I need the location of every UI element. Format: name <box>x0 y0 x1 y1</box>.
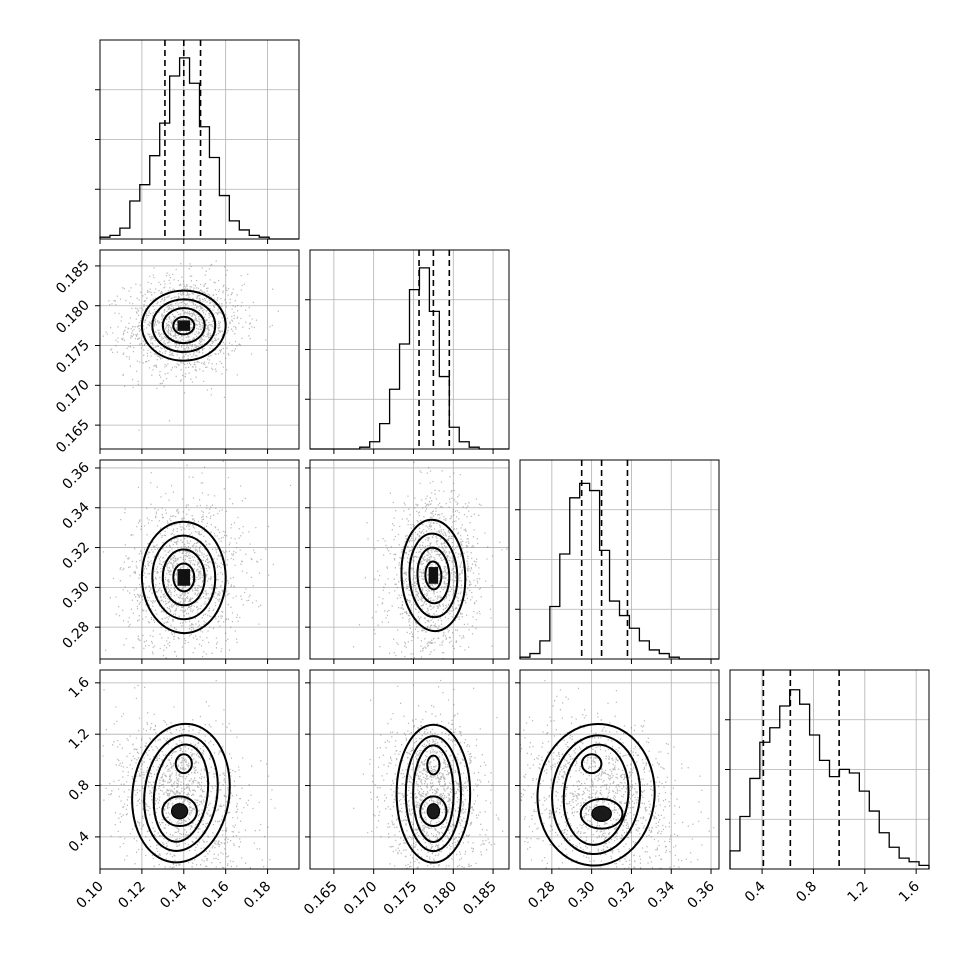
xtick-label-2-1: 0.30 <box>565 879 598 912</box>
contour-1 <box>143 734 219 852</box>
xtick-label-1-2: 0.175 <box>381 879 421 919</box>
hist-panel-0 <box>95 39 300 244</box>
contour-1 <box>151 298 217 353</box>
ytick-label-1-2: 0.175 <box>53 337 93 377</box>
ytick-label-1-4: 0.185 <box>53 257 93 297</box>
contour-core-low <box>161 795 198 828</box>
xtick-label-3-3: 1.6 <box>896 878 923 905</box>
ytick-label-2-3: 0.34 <box>59 499 92 532</box>
ytick-label-3-2: 1.2 <box>66 726 93 753</box>
xtick-label-0-4: 0.18 <box>241 879 274 912</box>
contour-2 <box>562 743 630 846</box>
xtick-label-0-3: 0.16 <box>199 878 232 911</box>
xtick-label-1-4: 0.185 <box>460 879 500 919</box>
contour-core-low <box>419 795 448 828</box>
xtick-label-0-2: 0.14 <box>157 878 190 911</box>
contour-core-low <box>579 797 624 830</box>
contour-core-high <box>580 753 603 775</box>
scatter-points <box>102 460 292 659</box>
pair-frame-3-2 <box>519 669 720 870</box>
xtick-label-2-2: 0.32 <box>605 879 638 912</box>
histogram-step-3 <box>729 689 930 869</box>
pair-panel-3-1 <box>305 669 510 874</box>
contour-2 <box>152 743 210 843</box>
pair-frame-2-1 <box>309 459 510 660</box>
pair-panel-3-2 <box>515 669 720 874</box>
xtick-label-2-0: 0.28 <box>525 879 558 912</box>
ytick-label-1-0: 0.165 <box>53 417 93 457</box>
pair-panel-1-0 <box>95 249 300 454</box>
xtick-label-1-3: 0.180 <box>420 879 460 919</box>
ytick-label-3-1: 0.8 <box>66 777 93 804</box>
contour-1 <box>151 534 217 621</box>
pair-panel-3-0 <box>95 669 300 874</box>
contour-3 <box>172 562 196 593</box>
contour-1 <box>404 735 462 853</box>
contour-core-high <box>174 753 193 775</box>
contour-0 <box>400 518 467 633</box>
xtick-label-3-0: 0.4 <box>742 878 769 905</box>
ytick-label-1-3: 0.180 <box>53 297 93 337</box>
density-peak <box>428 567 439 584</box>
ytick-label-1-1: 0.170 <box>53 377 93 417</box>
hist-frame-0 <box>99 39 300 240</box>
xtick-label-2-3: 0.34 <box>645 878 678 911</box>
density-peak <box>177 320 191 331</box>
histogram-step-0 <box>99 57 299 240</box>
xtick-label-3-1: 0.8 <box>793 879 820 906</box>
contour-0 <box>140 520 227 635</box>
pair-frame-1-0 <box>99 249 300 450</box>
ytick-label-2-2: 0.32 <box>59 539 92 572</box>
contour-1 <box>408 532 459 619</box>
histogram-step-1 <box>310 267 509 450</box>
pair-frame-2-0 <box>99 459 300 660</box>
pair-panel-2-0 <box>95 459 300 664</box>
ytick-label-2-0: 0.28 <box>59 619 92 652</box>
density-peak <box>177 569 191 586</box>
xtick-label-2-4: 0.36 <box>685 878 718 911</box>
contour-0 <box>140 289 227 362</box>
density-peak-low <box>591 805 612 822</box>
pair-frame-3-1 <box>309 669 510 870</box>
contour-2 <box>161 307 206 345</box>
pair-frame-3-0 <box>99 669 300 870</box>
hist-panel-2 <box>515 459 720 664</box>
histogram-step-2 <box>519 482 719 660</box>
xtick-label-0-0: 0.10 <box>73 879 106 912</box>
xtick-label-3-2: 1.2 <box>845 879 872 906</box>
contour-2 <box>416 546 451 605</box>
hist-frame-3 <box>729 669 930 870</box>
hist-frame-2 <box>519 459 720 660</box>
density-peak-low <box>426 803 441 820</box>
contour-core-high <box>426 754 441 776</box>
density-peak-low <box>170 803 189 820</box>
contour-2 <box>412 744 455 843</box>
hist-frame-1 <box>309 249 510 450</box>
ytick-label-3-3: 1.6 <box>66 674 93 701</box>
pair-panel-2-1 <box>305 459 510 664</box>
xtick-label-1-1: 0.170 <box>341 879 381 919</box>
contour-0 <box>395 723 472 864</box>
ytick-label-3-0: 0.4 <box>66 828 93 855</box>
ytick-label-2-1: 0.30 <box>59 579 92 612</box>
contour-2 <box>161 548 206 607</box>
contour-0 <box>131 722 231 864</box>
hist-panel-3 <box>725 669 930 874</box>
xtick-label-1-0: 0.165 <box>301 879 341 919</box>
xtick-label-0-1: 0.12 <box>115 879 148 912</box>
ytick-label-2-4: 0.36 <box>59 459 92 492</box>
contour-1 <box>551 734 642 856</box>
scatter-points <box>102 260 279 431</box>
contour-0 <box>536 722 656 867</box>
hist-panel-1 <box>305 249 510 454</box>
contour-3 <box>424 560 443 591</box>
contour-3 <box>172 315 196 336</box>
